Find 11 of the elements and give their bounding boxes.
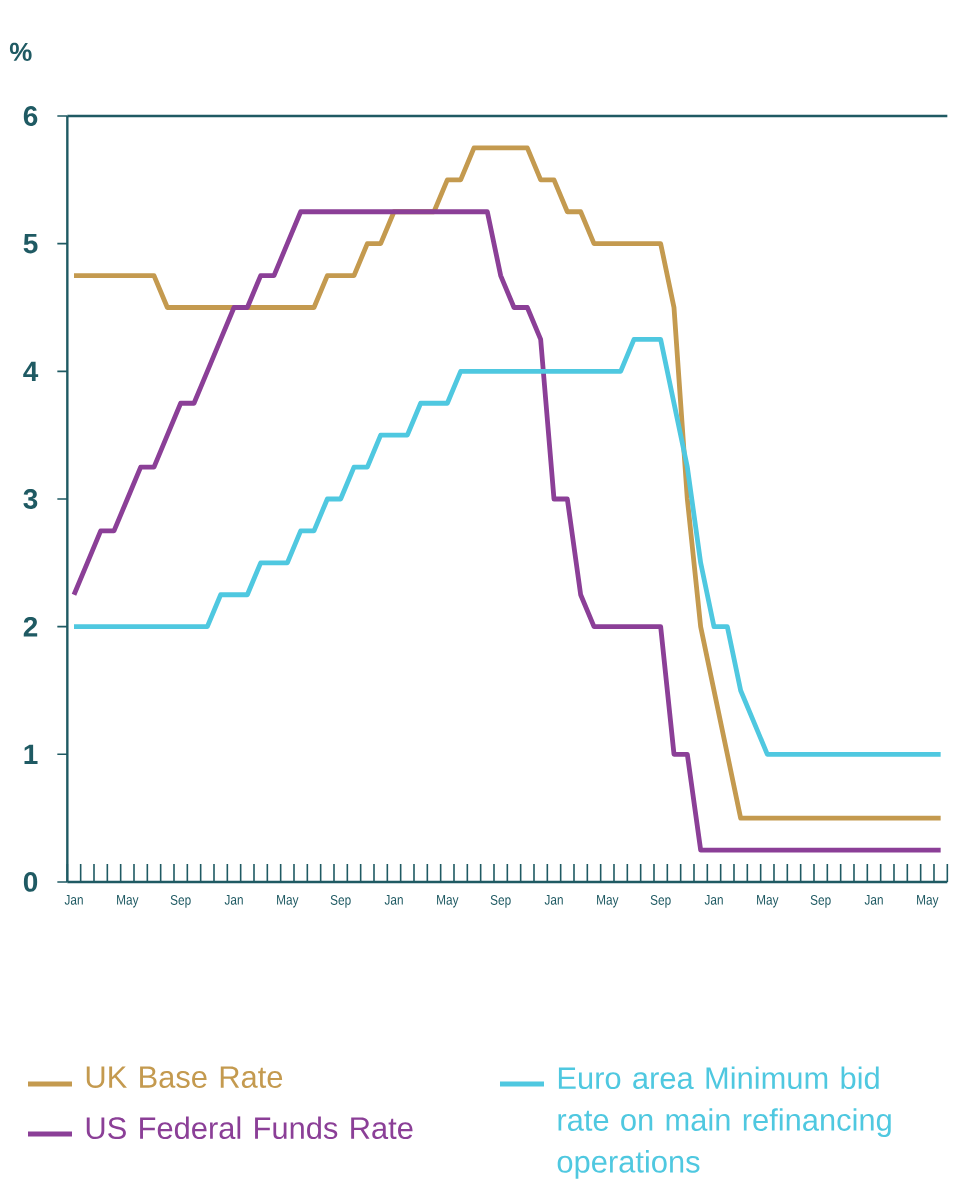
y-tick-label: 3	[23, 489, 38, 509]
y-tick-label: 5	[23, 233, 38, 254]
y-axis-title: %	[9, 42, 32, 61]
y-tick-label: 4	[23, 361, 39, 381]
legend-label: UK Base Rate	[86, 1066, 283, 1088]
legend-label: US Federal Funds Rate	[86, 1116, 413, 1140]
y-tick-label: 2	[23, 616, 38, 637]
y-tick-label: 1	[24, 744, 38, 764]
y-tick-label: 6	[23, 106, 38, 126]
y-tick-label: 0	[23, 872, 38, 892]
legend-label: Euro area Minimum bid rate on main refinancing operations	[557, 1066, 891, 1179]
